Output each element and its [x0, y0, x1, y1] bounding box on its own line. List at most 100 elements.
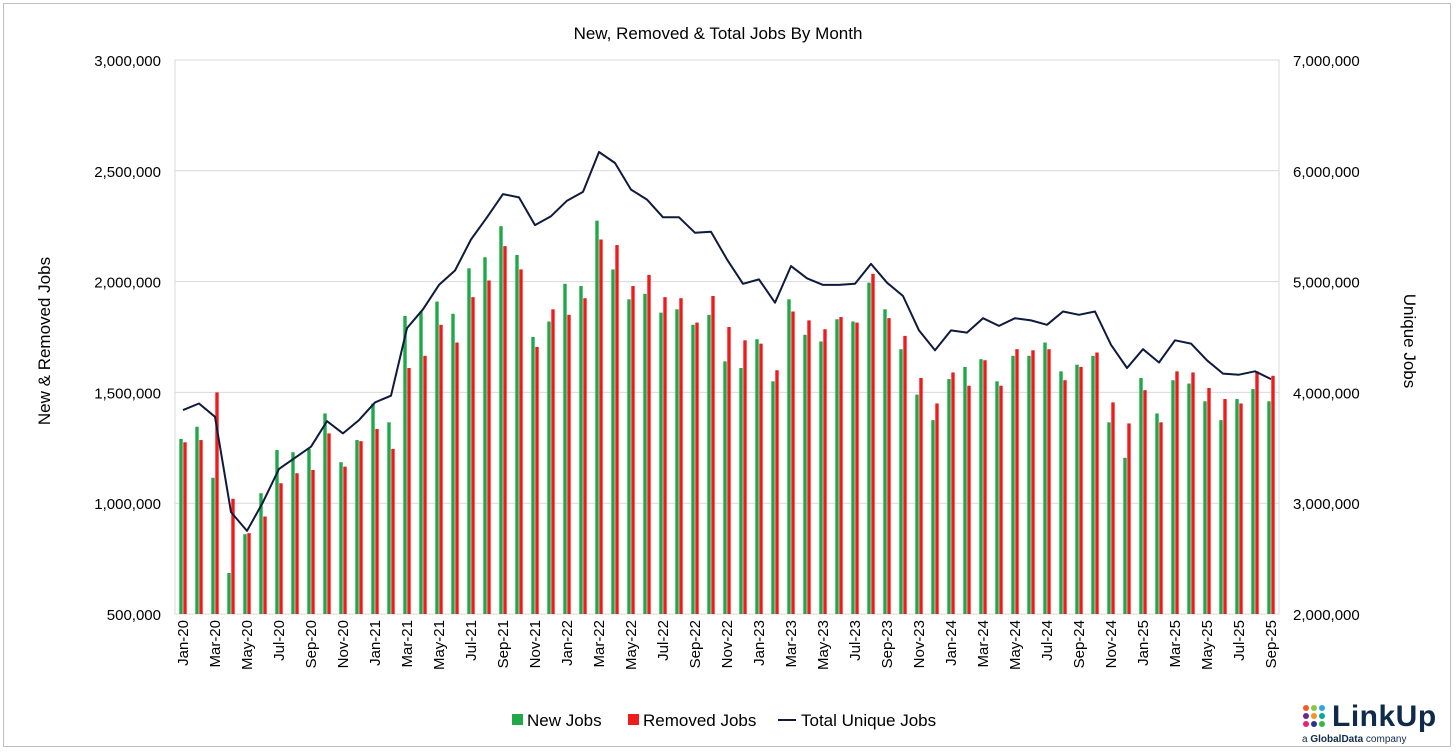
bar-new-jobs	[899, 349, 903, 614]
bar-new-jobs	[851, 321, 855, 614]
bar-new-jobs	[819, 341, 823, 614]
bar-new-jobs	[307, 448, 311, 614]
y2-tick-label: 6,000,000	[1293, 164, 1360, 181]
x-tick-label: Jan-22	[559, 620, 576, 666]
bar-new-jobs	[259, 493, 263, 614]
y-tick-label: 500,000	[107, 607, 161, 624]
bar-removed-jobs	[663, 297, 667, 614]
bar-new-jobs	[355, 440, 359, 614]
bar-new-jobs	[947, 379, 951, 614]
bar-new-jobs	[915, 394, 919, 614]
bar-removed-jobs	[1255, 371, 1259, 614]
bar-new-jobs	[1011, 355, 1015, 614]
bar-new-jobs	[1139, 377, 1143, 614]
bar-new-jobs	[595, 220, 599, 614]
bar-new-jobs	[803, 334, 807, 614]
x-tick-label: Sep-21	[495, 620, 512, 668]
x-ticks: Jan-20 Mar-20 May-20 Jul-20 Sep-20 Nov-20 Jan-…	[175, 620, 1280, 670]
bar-new-jobs	[643, 293, 647, 614]
bar-new-jobs	[867, 282, 871, 614]
bar-removed-jobs	[711, 296, 715, 614]
x-tick-label: Nov-24	[1103, 620, 1120, 668]
logo-tagline: a GlobalData company	[1302, 734, 1407, 745]
x-tick-label: Jul-21	[463, 620, 480, 661]
x-tick-label: Sep-25	[1263, 620, 1280, 668]
bar-new-jobs	[883, 309, 887, 614]
x-tick-label: Nov-21	[527, 620, 544, 668]
unique-jobs-line-layer	[182, 151, 1272, 532]
bar-removed-jobs	[1015, 349, 1019, 614]
x-tick-label: May-25	[1199, 620, 1216, 670]
bar-new-jobs	[771, 381, 775, 614]
bar-new-jobs	[195, 426, 199, 614]
legend-label-removed-jobs: Removed Jobs	[643, 711, 756, 730]
bar-new-jobs	[275, 450, 279, 614]
bar-new-jobs	[1123, 457, 1127, 614]
x-tick-label: May-22	[623, 620, 640, 670]
bar-removed-jobs	[679, 298, 683, 614]
bar-new-jobs	[1267, 401, 1271, 614]
x-tick-label: Jul-24	[1039, 620, 1056, 661]
x-tick-label: Mar-24	[975, 620, 992, 668]
bar-removed-jobs	[855, 322, 859, 614]
bar-removed-jobs	[439, 324, 443, 614]
bar-removed-jobs	[1127, 423, 1131, 614]
bar-removed-jobs	[231, 498, 235, 614]
bar-new-jobs	[659, 312, 663, 614]
bar-removed-jobs	[1175, 371, 1179, 614]
bar-removed-jobs	[519, 269, 523, 614]
y-tick-label: 1,500,000	[94, 385, 161, 402]
bar-new-jobs	[323, 413, 327, 614]
bar-new-jobs	[1059, 371, 1063, 614]
bar-removed-jobs	[247, 533, 251, 614]
bar-new-jobs	[1027, 355, 1031, 614]
x-tick-label: Jul-25	[1231, 620, 1248, 661]
x-tick-label: Jan-24	[943, 620, 960, 666]
x-tick-label: Mar-21	[399, 620, 416, 668]
bar-removed-jobs	[183, 442, 187, 614]
bar-removed-jobs	[199, 440, 203, 614]
bar-removed-jobs	[743, 340, 747, 614]
bars	[179, 220, 1275, 615]
bar-new-jobs	[291, 452, 295, 614]
bar-new-jobs	[1107, 422, 1111, 614]
bar-removed-jobs	[999, 385, 1003, 614]
linkup-dots-icon	[1303, 705, 1325, 727]
bar-removed-jobs	[375, 428, 379, 614]
x-tick-label: May-23	[815, 620, 832, 670]
bar-new-jobs	[211, 477, 215, 614]
legend-label-total-unique-jobs: Total Unique Jobs	[801, 711, 936, 730]
bar-removed-jobs	[471, 297, 475, 614]
y-tick-label: 2,000,000	[94, 275, 161, 292]
bar-removed-jobs	[487, 280, 491, 614]
bar-removed-jobs	[263, 516, 267, 614]
y-tick-label: 3,000,000	[94, 53, 161, 70]
bar-removed-jobs	[695, 322, 699, 614]
y-tick-label: 2,500,000	[94, 164, 161, 181]
bar-removed-jobs	[631, 286, 635, 614]
bar-removed-jobs	[1111, 402, 1115, 614]
bar-removed-jobs	[983, 360, 987, 614]
chart-frame: New, Removed & Total Jobs By Month New &…	[3, 3, 1451, 747]
bar-new-jobs	[483, 257, 487, 614]
bar-removed-jobs	[1271, 375, 1275, 614]
bar-new-jobs	[515, 255, 519, 614]
x-tick-label: Mar-25	[1167, 620, 1184, 668]
bar-removed-jobs	[567, 314, 571, 614]
bar-new-jobs	[435, 301, 439, 614]
bar-new-jobs	[1075, 364, 1079, 614]
bar-new-jobs	[755, 339, 759, 614]
y2-axis-label: Unique Jobs	[1400, 294, 1419, 389]
bar-new-jobs	[675, 309, 679, 614]
bar-removed-jobs	[775, 370, 779, 614]
bar-removed-jobs	[583, 298, 587, 614]
bar-new-jobs	[419, 311, 423, 614]
bar-new-jobs	[1251, 389, 1255, 614]
legend: New Jobs Removed Jobs Total Unique Jobs	[512, 711, 936, 730]
bar-new-jobs	[563, 283, 567, 614]
bar-removed-jobs	[327, 433, 331, 614]
logo-wordmark: LinkUp	[1332, 700, 1437, 733]
bar-new-jobs	[1187, 383, 1191, 614]
bar-removed-jobs	[455, 342, 459, 614]
bar-new-jobs	[227, 573, 231, 614]
